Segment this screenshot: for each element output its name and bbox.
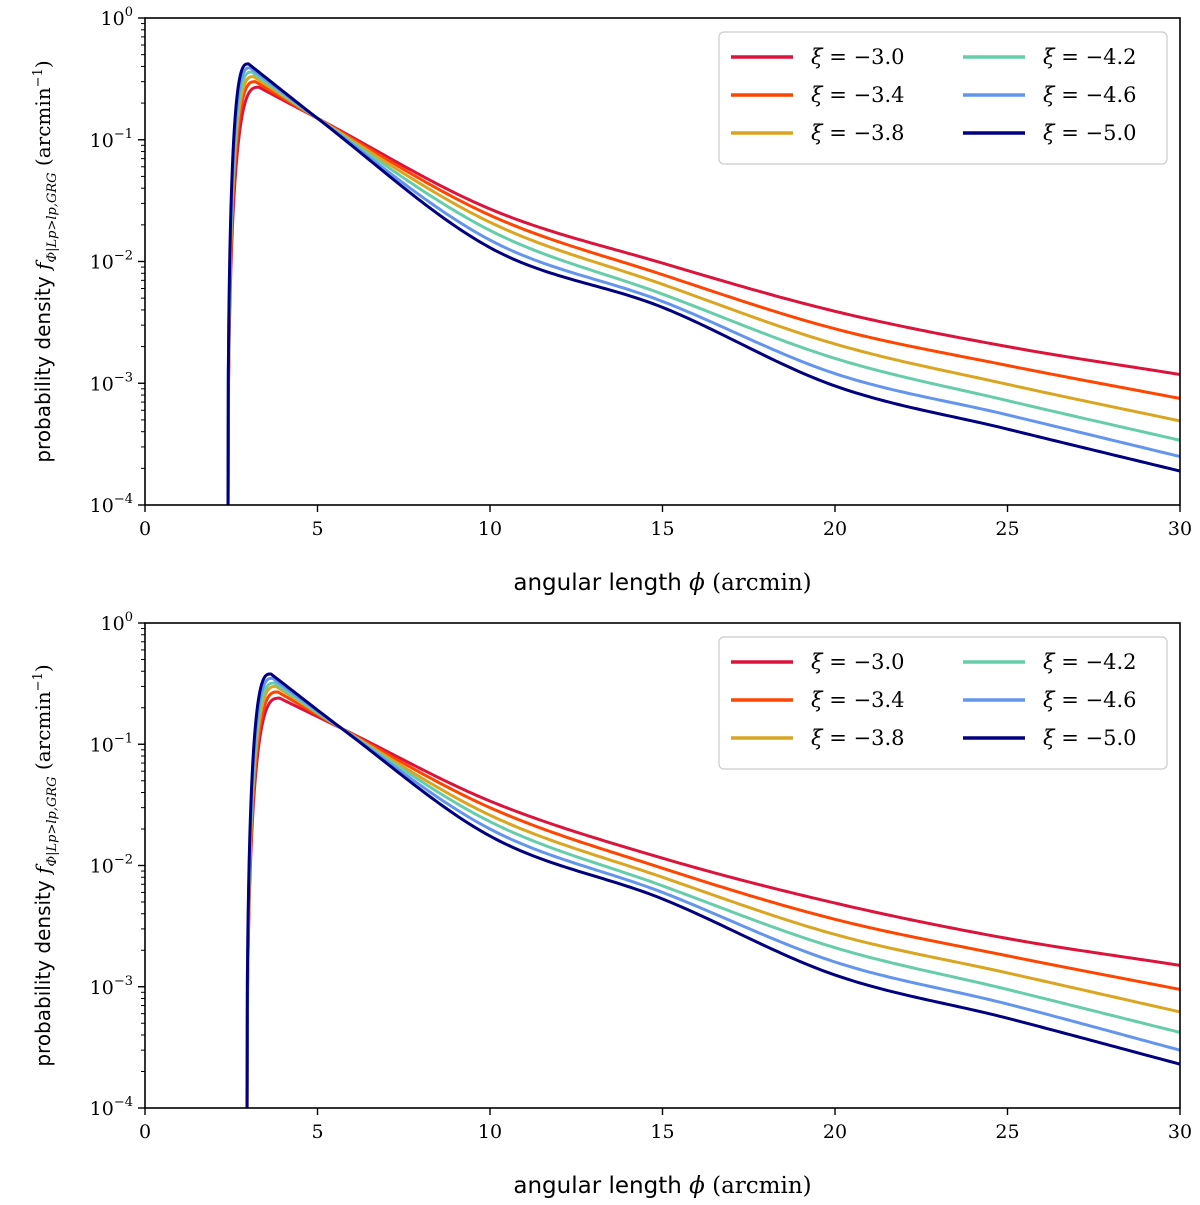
- x-tick-label: 20: [823, 518, 847, 540]
- series-line-5: [245, 676, 1180, 1108]
- legend-label: ξ = −5.0: [1043, 121, 1137, 145]
- series-line-6: [245, 672, 1180, 1108]
- legend-label: ξ = −4.6: [1043, 83, 1137, 107]
- y-tick-label: 10−2: [90, 853, 133, 878]
- x-tick-label: 25: [995, 1121, 1019, 1143]
- legend-label: ξ = −4.6: [1043, 688, 1137, 712]
- legend-label: ξ = −4.2: [1043, 45, 1137, 69]
- y-tick-label: 10−2: [90, 249, 133, 274]
- series-line-1: [226, 85, 1180, 505]
- y-tick-label: 10−1: [90, 731, 133, 756]
- y-tick-label: 100: [101, 610, 133, 635]
- series-line-1: [245, 696, 1180, 1108]
- x-tick-label: 5: [311, 518, 323, 540]
- series-line-3: [245, 684, 1180, 1108]
- legend-box: [718, 636, 1168, 770]
- legend-label: ξ = −3.0: [811, 650, 905, 674]
- series-line-5: [226, 66, 1180, 505]
- legend-label: ξ = −3.8: [811, 121, 905, 145]
- x-tick-label: 0: [139, 1121, 151, 1143]
- legend-label: ξ = −3.8: [811, 726, 905, 750]
- y-tick-label: 100: [101, 5, 133, 30]
- x-tick-label: 15: [650, 518, 674, 540]
- legend-label: ξ = −3.0: [811, 45, 905, 69]
- y-axis-label: probability density fΦ|Lp>lp,GRG (arcmin…: [31, 60, 60, 462]
- legend: ξ = −3.0 ξ = −3.4 ξ = −3.8 ξ = −4.2 ξ = −4.6…: [718, 31, 1168, 165]
- legend: ξ = −3.0 ξ = −3.4 ξ = −3.8 ξ = −4.2 ξ = −4.6…: [718, 636, 1168, 770]
- chart-panel-1: 0 5 10 15 20 25 30 100 10−1 10−2 10−3 10−4 angular l…: [31, 5, 1192, 596]
- y-tick-label: 10−4: [90, 492, 133, 517]
- series-line-2: [226, 80, 1180, 505]
- x-tick-label: 10: [478, 518, 502, 540]
- series-line-4: [226, 70, 1180, 505]
- x-tick-label: 25: [995, 518, 1019, 540]
- x-tick-label: 15: [650, 1121, 674, 1143]
- x-tick-label: 30: [1168, 1121, 1192, 1143]
- x-tick-label: 0: [139, 518, 151, 540]
- y-tick-label: 10−1: [90, 127, 133, 152]
- y-axis-label: probability density fΦ|Lp>lp,GRG (arcmin…: [31, 664, 60, 1066]
- legend-box: [718, 31, 1168, 165]
- y-tick-label: 10−3: [90, 370, 133, 395]
- y-tick-label: 10−4: [90, 1095, 133, 1120]
- legend-label: ξ = −3.4: [811, 688, 905, 712]
- legend-label: ξ = −5.0: [1043, 726, 1137, 750]
- series-line-2: [245, 690, 1180, 1108]
- legend-label: ξ = −3.4: [811, 83, 905, 107]
- x-axis-label: angular length ϕ (arcmin): [513, 1173, 811, 1199]
- series-line-3: [226, 75, 1180, 505]
- series-group: [226, 62, 1180, 505]
- x-tick-label: 30: [1168, 518, 1192, 540]
- x-tick-label: 10: [478, 1121, 502, 1143]
- y-tick-label: 10−3: [90, 974, 133, 999]
- series-group: [245, 672, 1180, 1108]
- chart-panel-2: 0 5 10 15 20 25 30 100 10−1 10−2 10−3 10−4 angular l…: [31, 610, 1192, 1199]
- x-tick-label: 5: [311, 1121, 323, 1143]
- legend-label: ξ = −4.2: [1043, 650, 1137, 674]
- x-tick-label: 20: [823, 1121, 847, 1143]
- series-line-4: [245, 681, 1180, 1108]
- series-line-6: [226, 62, 1180, 505]
- x-axis-label: angular length ϕ (arcmin): [513, 570, 811, 596]
